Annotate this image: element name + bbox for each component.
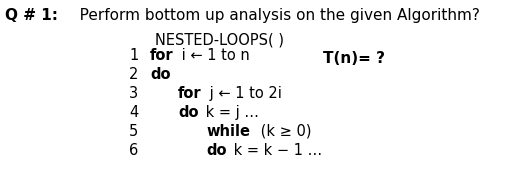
Text: while: while <box>206 124 250 139</box>
Text: 3: 3 <box>129 86 138 101</box>
Text: 5: 5 <box>129 124 138 139</box>
Text: k = k − 1 …: k = k − 1 … <box>229 143 322 158</box>
Text: 4: 4 <box>129 105 138 120</box>
Text: 2: 2 <box>129 67 139 82</box>
Text: NESTED-LOOPS( ): NESTED-LOOPS( ) <box>156 32 285 47</box>
Text: (k ≥ 0): (k ≥ 0) <box>256 124 311 139</box>
Text: Perform bottom up analysis on the given Algorithm?: Perform bottom up analysis on the given … <box>65 8 480 23</box>
Text: for: for <box>178 86 202 101</box>
Text: i ← 1 to n: i ← 1 to n <box>177 48 249 63</box>
Text: do: do <box>178 105 199 120</box>
Text: k = j …: k = j … <box>201 105 259 120</box>
Text: T(n)= ?: T(n)= ? <box>323 51 385 66</box>
Text: j ← 1 to 2i: j ← 1 to 2i <box>205 86 281 101</box>
Text: for: for <box>150 48 174 63</box>
Text: do: do <box>150 67 171 82</box>
Text: 1: 1 <box>129 48 138 63</box>
Text: 6: 6 <box>129 143 138 158</box>
Text: do: do <box>206 143 226 158</box>
Text: Q # 1:: Q # 1: <box>5 8 58 23</box>
